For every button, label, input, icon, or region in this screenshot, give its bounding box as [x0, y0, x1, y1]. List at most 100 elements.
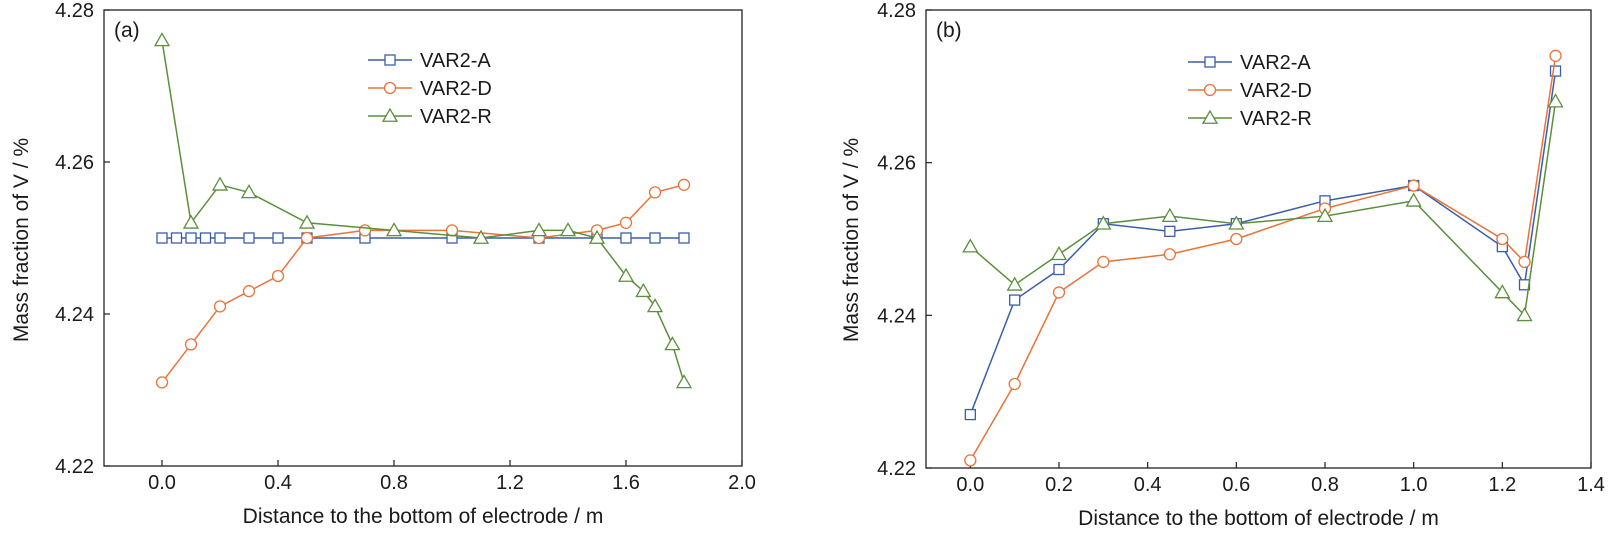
panel-a-point-var2-d — [213, 300, 227, 313]
panel-b: 0.0 0.2 0.4 0.6 0.8 1.0 1.2 1.4 4.22 4.24 4.26 4.28… — [840, 0, 1605, 530]
panel-a-point-var2-d — [648, 186, 662, 199]
panel-a-point-var2-r — [588, 229, 606, 244]
panel-a-legend-label-var2-d: VAR2-D — [420, 78, 492, 100]
panel-a-point-var2-a — [156, 232, 168, 244]
panel-b-point-var2-r — [1228, 215, 1245, 230]
panel-a-xtick-label: 1.2 — [496, 472, 524, 494]
panel-a-point-var2-r — [153, 32, 171, 47]
panel-b-xtick-label: 1.0 — [1400, 474, 1428, 496]
panel-b-point-var2-a — [1009, 294, 1021, 306]
panel-b-legend-label-var2-d: VAR2-D — [1240, 80, 1312, 102]
panel-a-ytick-label: 4.24 — [55, 304, 94, 326]
panel-a-legend: VAR2-A VAR2-D VAR2-R — [368, 50, 492, 128]
panel-b-point-var2-a — [1053, 263, 1065, 276]
panel-a-point-var2-a — [170, 232, 183, 244]
panel-a-point-var2-d — [300, 231, 314, 245]
panel-b-legend-marker-var2-d — [1203, 83, 1217, 97]
panel-a-xtick-label: 0.4 — [264, 472, 292, 494]
panel-b-point-var2-r — [1161, 207, 1178, 223]
panel-b-ytick-label: 4.28 — [877, 0, 916, 22]
panel-a-point-var2-r — [675, 374, 693, 389]
panel-b-point-var2-r — [1050, 245, 1068, 261]
panel-a-point-var2-r — [385, 222, 403, 237]
panel-b-legend-label-var2-r: VAR2-R — [1240, 108, 1312, 130]
panel-a-point-var2-a — [214, 232, 226, 244]
panel-a-xtick-label: 2.0 — [728, 472, 756, 494]
panel-a-point-var2-a — [649, 232, 661, 244]
panel-b-series-line-var2-r — [969, 101, 1557, 317]
panel-a-point-var2-a — [620, 232, 632, 244]
panel-b-series-var2-d — [964, 49, 1562, 467]
panel-a-series-line-var2-d — [161, 184, 685, 383]
panel-b-point-var2-r — [1006, 276, 1023, 291]
panel-b-xtick-label: 0.8 — [1311, 474, 1339, 496]
panel-b-point-var2-r — [1494, 284, 1511, 299]
panel-b-ytick-label: 4.22 — [877, 458, 916, 480]
panel-b-point-var2-r — [1516, 307, 1533, 322]
panel-a-point-var2-r — [182, 214, 200, 229]
panel-a-point-var2-r — [617, 267, 635, 282]
panel-b-point-var2-a — [1164, 225, 1176, 238]
panel-b-frame — [925, 9, 1592, 469]
panel-a-point-var2-r — [240, 184, 258, 199]
panel-a-point-var2-r — [664, 336, 681, 351]
panel-b-series-var2-r — [962, 93, 1564, 322]
panel-b-legend-label-var2-a: VAR2-A — [1240, 52, 1311, 74]
panel-b-xtick-label: 0.0 — [956, 474, 984, 496]
panel-a: 0.0 0.4 0.8 1.2 1.6 2.0 4.22 4.24 4.26 4.28 Distan… — [10, 0, 756, 528]
panel-b-ytick-label: 4.26 — [877, 153, 916, 175]
panel-b-point-var2-d — [1097, 255, 1110, 269]
panel-b-y-axis-label: Mass fraction of V / % — [840, 138, 863, 342]
panel-a-xtick-label: 0.8 — [380, 472, 408, 494]
panel-b-point-var2-d — [1549, 49, 1562, 62]
panel-b-legend: VAR2-A VAR2-D VAR2-R — [1188, 52, 1312, 130]
panel-a-point-var2-d — [271, 269, 285, 283]
panel-b-legend-marker-var2-r — [1201, 109, 1219, 124]
panel-a-point-var2-d — [184, 338, 198, 351]
panel-b-point-var2-d — [1230, 232, 1243, 246]
panel-b-point-var2-r — [1547, 93, 1564, 108]
panel-a-legend-marker-var2-a — [384, 54, 396, 66]
panel-a-point-var2-d — [677, 178, 691, 191]
panel-a-legend-label-var2-r: VAR2-R — [420, 106, 492, 128]
panel-a-point-var2-r — [559, 222, 577, 237]
panel-a-panel-label: (a) — [114, 19, 140, 42]
panel-a-point-var2-a — [199, 232, 212, 244]
panel-a-point-var2-a — [272, 232, 284, 244]
panel-b-point-var2-a — [1549, 65, 1562, 77]
panel-a-ytick-label: 4.26 — [55, 152, 94, 174]
panel-b-xtick-label: 1.2 — [1488, 474, 1516, 496]
panel-a-point-var2-r — [530, 222, 548, 237]
panel-b-point-var2-d — [1008, 377, 1021, 391]
panel-b-point-var2-r — [1316, 207, 1334, 223]
panel-a-point-var2-d — [619, 216, 633, 229]
panel-a-x-axis-label: Distance to the bottom of electrode / m — [243, 505, 604, 528]
panel-a-point-var2-d — [358, 224, 372, 237]
panel-a-point-var2-r — [635, 282, 652, 298]
panel-b-panel-label: (b) — [936, 19, 962, 42]
panel-a-legend-marker-var2-d — [383, 81, 397, 95]
panel-b-point-var2-r — [962, 238, 979, 253]
panel-b-point-var2-d — [1496, 232, 1509, 246]
panel-a-ytick-label: 4.28 — [55, 0, 94, 22]
panel-b-point-var2-d — [1518, 255, 1531, 269]
panel-b-point-var2-r — [1095, 215, 1112, 230]
panel-a-frame — [103, 9, 743, 467]
panel-b-point-var2-d — [964, 454, 977, 467]
panel-a-xtick-label: 0.0 — [148, 472, 176, 494]
panel-a-point-var2-d — [155, 376, 169, 389]
panel-b-xtick-label: 0.2 — [1045, 474, 1073, 496]
panel-a-ytick-label: 4.22 — [55, 456, 94, 478]
panel-a-series-var2-d — [155, 178, 691, 389]
panel-a-xtick-label: 1.6 — [612, 472, 640, 494]
panel-a-y-axis-label: Mass fraction of V / % — [10, 138, 33, 342]
panel-a-point-var2-a — [243, 232, 255, 244]
panel-b-xtick-label: 0.4 — [1134, 474, 1162, 496]
panel-a-series-var2-a — [156, 232, 690, 244]
panel-a-point-var2-r — [646, 298, 664, 313]
panel-b-point-var2-d — [1407, 179, 1420, 192]
panel-b-x-axis-label: Distance to the bottom of electrode / m — [1078, 507, 1439, 530]
panel-b-point-var2-d — [1052, 286, 1066, 299]
panel-a-point-var2-a — [678, 232, 690, 244]
